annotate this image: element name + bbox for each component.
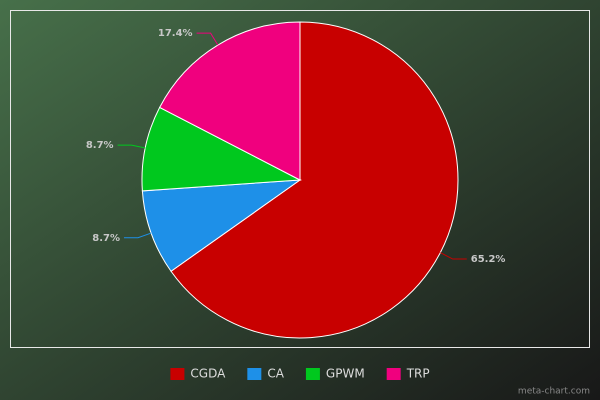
data-label: 8.7% [86,140,114,151]
legend-label: CA [267,367,284,381]
legend-swatch [170,368,185,380]
leader-line [117,144,146,149]
legend-swatch [247,368,262,380]
data-label: 17.4% [158,28,193,39]
data-label: 65.2% [471,254,506,265]
pie-slice [158,21,301,181]
leader-line [196,32,219,46]
pie-slice [170,21,459,339]
pie-slice [141,106,302,192]
legend-label: CGDA [190,367,226,381]
legend-swatch [386,368,401,380]
legend-swatch [305,368,320,380]
leader-line [123,232,152,239]
data-label: 8.7% [92,233,120,244]
leader-line [440,252,467,260]
pie-slice [141,179,302,272]
watermark: meta-chart.com [518,387,590,397]
legend-label: TRP [406,367,430,381]
legend-label: GPWM [326,367,365,381]
plot-frame [10,10,590,348]
